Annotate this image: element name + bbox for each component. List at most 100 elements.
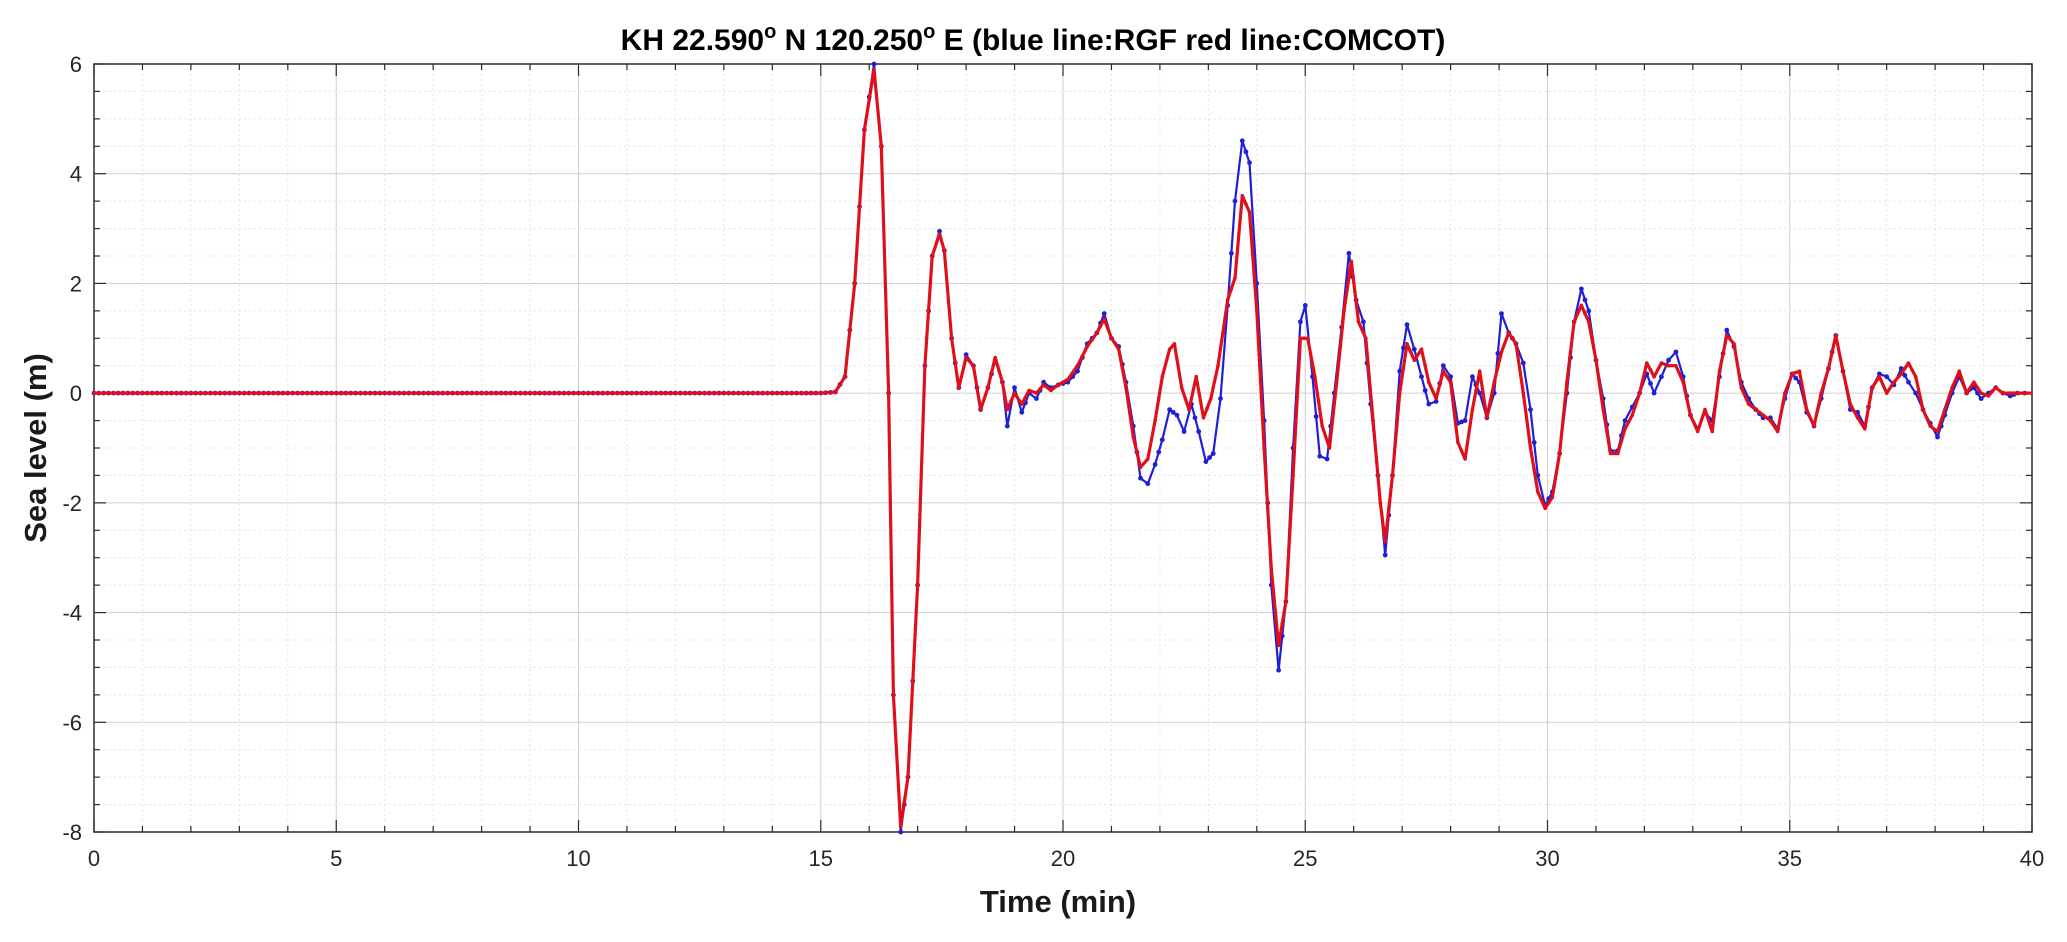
series-marker-1 [1156, 449, 1162, 455]
series-marker-2 [770, 391, 775, 395]
series-marker-2 [1085, 344, 1089, 349]
series-marker-2 [1913, 374, 1918, 379]
series-marker-2 [1131, 435, 1136, 439]
series-marker-2 [392, 391, 397, 395]
series-marker-2 [1387, 506, 1391, 511]
series-marker-2 [644, 391, 649, 395]
series-marker-2 [140, 391, 145, 395]
series-marker-2 [455, 391, 460, 395]
series-marker-2 [378, 391, 382, 395]
series-marker-2 [537, 391, 542, 395]
series-marker-2 [843, 374, 847, 379]
series-marker-2 [872, 67, 876, 72]
series-marker-2 [1903, 366, 1907, 371]
series-marker-2 [1183, 396, 1188, 401]
series-marker-1 [1648, 381, 1653, 386]
series-2 [92, 67, 2032, 829]
series-marker-2 [926, 309, 931, 313]
series-marker-2 [1674, 363, 1678, 368]
series-marker-1 [1651, 390, 1657, 396]
series-marker-2 [1095, 331, 1099, 335]
series-marker-2 [697, 391, 702, 395]
series-marker-2 [1866, 406, 1871, 411]
x-tick-label: 10 [566, 846, 590, 871]
series-marker-1 [1218, 396, 1223, 401]
series-marker-2 [581, 391, 586, 395]
series-marker-2 [460, 391, 465, 395]
series-marker-1 [1659, 374, 1664, 380]
series-marker-1 [1902, 372, 1908, 378]
y-tick-label: -2 [62, 491, 82, 516]
series-marker-1 [1159, 437, 1165, 443]
x-tick-label: 35 [1778, 846, 1802, 871]
series-marker-2 [1102, 317, 1106, 321]
series-marker-1 [1404, 322, 1410, 327]
series-marker-2 [1812, 424, 1816, 428]
series-marker-2 [1834, 333, 1838, 338]
series-marker-2 [1209, 396, 1213, 401]
x-tick-label: 20 [1051, 846, 1075, 871]
series-marker-2 [586, 391, 590, 395]
series-marker-2 [1506, 331, 1511, 335]
series-marker-2 [1928, 424, 1933, 428]
series-marker-1 [1247, 160, 1252, 166]
series-marker-1 [1346, 250, 1352, 256]
series-marker-1 [1935, 434, 1940, 440]
series-marker-2 [368, 391, 373, 395]
series-marker-2 [421, 391, 426, 395]
series-marker-1 [1673, 349, 1679, 355]
series-marker-2 [1427, 380, 1431, 385]
series-marker-2 [678, 391, 682, 395]
series-marker-2 [1601, 407, 1605, 412]
series-marker-2 [475, 391, 479, 395]
series-marker-2 [1583, 311, 1587, 316]
series-marker-2 [1681, 380, 1685, 385]
series-marker-2 [1775, 429, 1780, 434]
series-marker-2 [702, 391, 707, 395]
series-marker-2 [266, 391, 271, 395]
series-marker-2 [131, 391, 135, 395]
series-marker-2 [523, 391, 527, 395]
series-marker-1 [1276, 667, 1281, 673]
series-marker-2 [1233, 276, 1237, 280]
series-marker-2 [1972, 380, 1976, 385]
series-marker-2 [1098, 324, 1103, 328]
series-marker-2 [1499, 350, 1504, 354]
series-marker-2 [349, 391, 353, 395]
series-marker-2 [1630, 413, 1635, 417]
series-marker-2 [1397, 391, 1402, 395]
y-tick-label: 6 [70, 52, 82, 77]
series-marker-2 [1291, 473, 1295, 478]
series-marker-2 [1216, 363, 1220, 368]
series-marker-2 [688, 391, 692, 395]
series-marker-2 [193, 391, 198, 395]
series-marker-2 [1205, 406, 1209, 411]
series-marker-2 [2008, 391, 2012, 395]
series-marker-1 [1101, 311, 1107, 316]
series-marker-2 [1179, 385, 1184, 390]
series-marker-1 [1528, 407, 1533, 412]
series-marker-2 [683, 391, 687, 395]
series-marker-2 [1892, 380, 1896, 385]
series-marker-2 [814, 391, 818, 395]
y-tick-label: 2 [70, 271, 82, 296]
series-marker-2 [833, 390, 838, 394]
series-marker-2 [1532, 468, 1536, 472]
series-marker-2 [605, 391, 610, 395]
y-tick-label: -8 [62, 820, 82, 845]
series-marker-2 [1939, 418, 1943, 423]
series-marker-2 [213, 391, 217, 395]
series-marker-2 [1485, 416, 1489, 420]
series-marker-2 [1124, 385, 1128, 390]
series-marker-1 [1499, 311, 1504, 316]
series-marker-2 [562, 391, 566, 395]
series-marker-2 [533, 391, 537, 395]
series-marker-2 [848, 328, 852, 332]
series-marker-2 [1056, 383, 1060, 387]
series-marker-2 [1616, 451, 1620, 456]
series-marker-2 [1313, 374, 1317, 379]
series-marker-2 [1459, 448, 1464, 453]
series-marker-2 [547, 391, 552, 395]
series-marker-2 [1794, 370, 1798, 375]
